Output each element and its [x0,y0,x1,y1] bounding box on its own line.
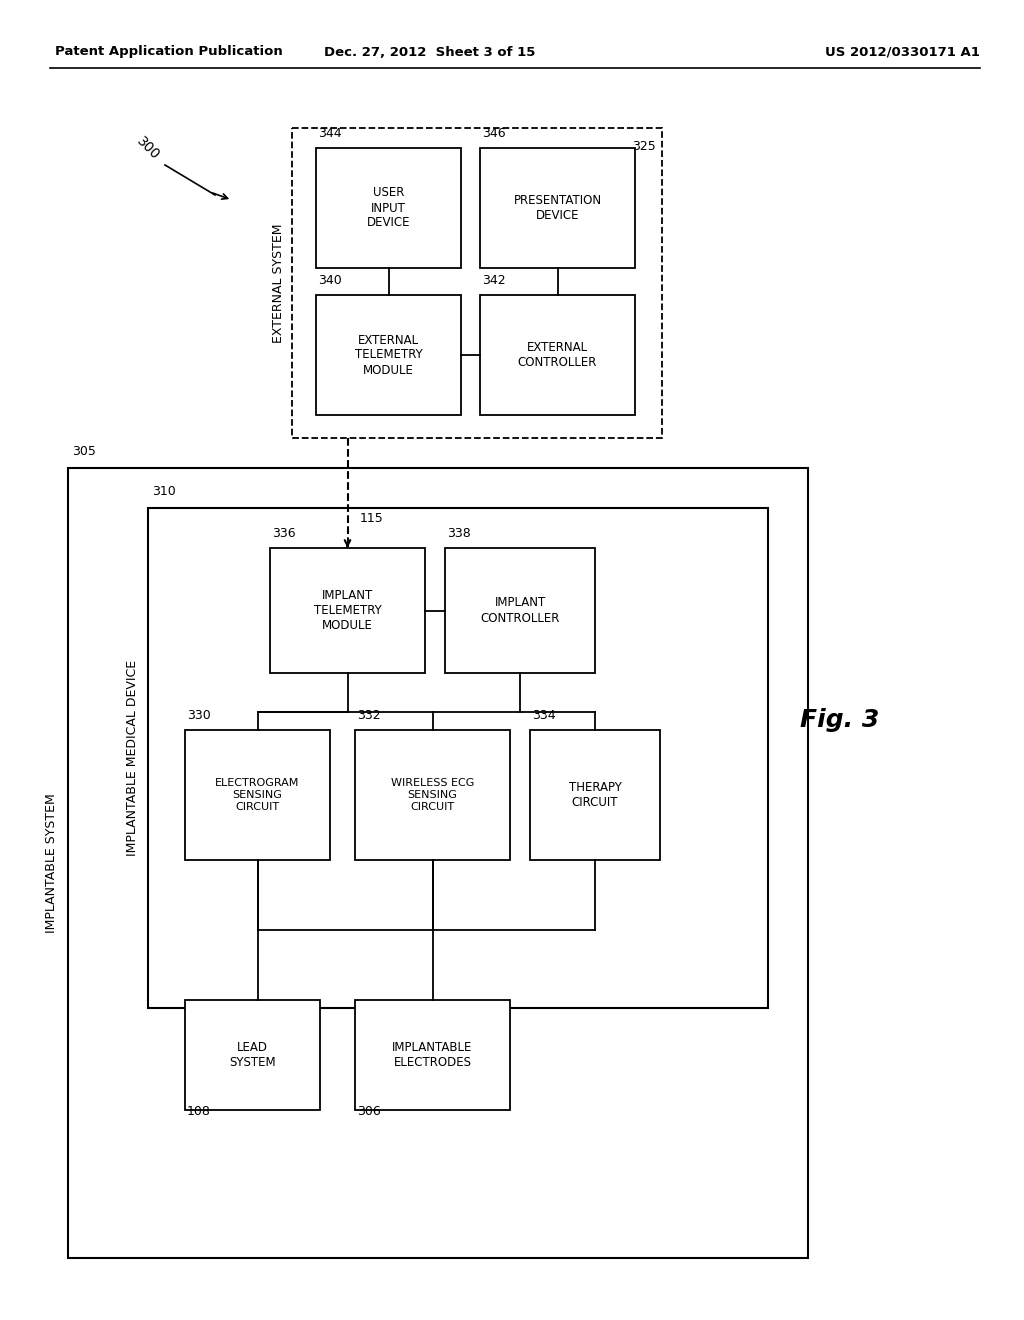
Bar [355,1001,510,1110]
Text: EXTERNAL
TELEMETRY
MODULE: EXTERNAL TELEMETRY MODULE [354,334,422,376]
Bar [530,730,660,861]
Text: 344: 344 [318,127,342,140]
Bar [480,294,635,414]
Text: US 2012/0330171 A1: US 2012/0330171 A1 [825,45,980,58]
Text: Patent Application Publication: Patent Application Publication [55,45,283,58]
Text: 325: 325 [632,140,655,153]
Bar [316,294,461,414]
Bar [270,548,425,673]
Text: IMPLANTABLE
ELECTRODES: IMPLANTABLE ELECTRODES [392,1041,473,1069]
Text: 115: 115 [359,511,383,524]
Bar [68,469,808,1258]
Text: 336: 336 [272,527,296,540]
Bar [292,128,662,438]
Text: Dec. 27, 2012  Sheet 3 of 15: Dec. 27, 2012 Sheet 3 of 15 [325,45,536,58]
Text: 305: 305 [72,445,96,458]
Text: THERAPY
CIRCUIT: THERAPY CIRCUIT [568,781,622,809]
Text: IMPLANT
TELEMETRY
MODULE: IMPLANT TELEMETRY MODULE [313,589,381,632]
Bar [185,730,330,861]
Text: Fig. 3: Fig. 3 [801,708,880,733]
Text: EXTERNAL
CONTROLLER: EXTERNAL CONTROLLER [518,341,597,370]
Text: 346: 346 [482,127,506,140]
Text: ELECTROGRAM
SENSING
CIRCUIT: ELECTROGRAM SENSING CIRCUIT [215,779,300,812]
Bar [148,508,768,1008]
Text: 340: 340 [318,275,342,286]
Text: 306: 306 [357,1105,381,1118]
Text: 332: 332 [357,709,381,722]
Text: USER
INPUT
DEVICE: USER INPUT DEVICE [367,186,411,230]
Text: PRESENTATION
DEVICE: PRESENTATION DEVICE [513,194,601,222]
Text: EXTERNAL SYSTEM: EXTERNAL SYSTEM [271,223,285,343]
Text: 300: 300 [134,133,162,162]
Bar [480,148,635,268]
Bar [185,1001,319,1110]
Text: 108: 108 [187,1105,211,1118]
Bar [445,548,595,673]
Bar [316,148,461,268]
Text: 330: 330 [187,709,211,722]
Bar [355,730,510,861]
Text: 338: 338 [447,527,471,540]
Text: IMPLANTABLE MEDICAL DEVICE: IMPLANTABLE MEDICAL DEVICE [126,660,138,857]
Text: 310: 310 [152,484,176,498]
Text: WIRELESS ECG
SENSING
CIRCUIT: WIRELESS ECG SENSING CIRCUIT [391,779,474,812]
Text: IMPLANT
CONTROLLER: IMPLANT CONTROLLER [480,597,560,624]
Text: 342: 342 [482,275,506,286]
Text: LEAD
SYSTEM: LEAD SYSTEM [229,1041,275,1069]
Text: IMPLANTABLE SYSTEM: IMPLANTABLE SYSTEM [45,793,58,933]
Text: 334: 334 [532,709,556,722]
